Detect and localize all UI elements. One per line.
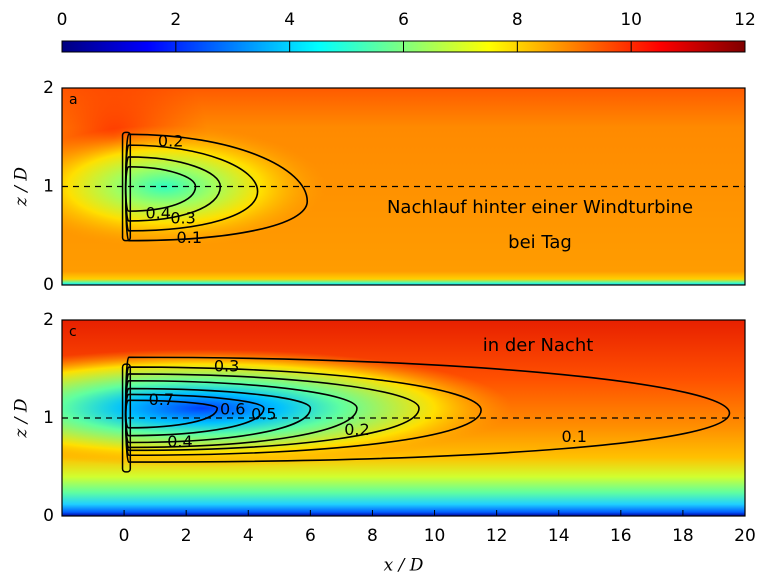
field: 0.1 0.2 0.30.4 bbox=[62, 88, 745, 285]
annotation: in der Nacht bbox=[483, 335, 594, 356]
contour-label: 0.1 bbox=[177, 228, 202, 247]
colorbar-tick-label: 12 bbox=[734, 10, 756, 30]
x-tick-label: 12 bbox=[486, 526, 508, 546]
y-tick-label: 0 bbox=[43, 506, 54, 526]
x-tick-label: 20 bbox=[734, 526, 756, 546]
contour-label: 0.2 bbox=[158, 132, 183, 151]
annotation: bei Tag bbox=[508, 232, 572, 253]
panel-label: c bbox=[69, 324, 77, 340]
colorbar-tick-label: 4 bbox=[284, 10, 295, 30]
y-tick-label: 1 bbox=[43, 408, 54, 428]
wake-field bbox=[62, 349, 513, 467]
contour-line bbox=[124, 165, 197, 212]
contour-label: 0.3 bbox=[214, 357, 239, 376]
y-axis-label: z / D bbox=[12, 167, 32, 207]
y-tick-label: 2 bbox=[43, 310, 54, 330]
contour-label: 0.3 bbox=[170, 209, 195, 228]
contour-line bbox=[124, 387, 312, 444]
x-tick-label: 14 bbox=[548, 526, 570, 546]
x-tick-label: 2 bbox=[181, 526, 192, 546]
contour-label: 0.5 bbox=[251, 405, 276, 424]
colorbar-tick-label: 0 bbox=[57, 10, 68, 30]
contour-label: 0.6 bbox=[220, 400, 245, 419]
colorbar-tick-label: 6 bbox=[398, 10, 409, 30]
x-tick-label: 6 bbox=[305, 526, 316, 546]
contour-label: 0.7 bbox=[149, 390, 174, 409]
x-tick-label: 0 bbox=[119, 526, 130, 546]
y-tick-label: 0 bbox=[43, 275, 54, 295]
x-tick-label: 18 bbox=[672, 526, 694, 546]
contour-label: 0.1 bbox=[562, 427, 587, 446]
panel-label: a bbox=[69, 92, 78, 108]
contour-line bbox=[124, 399, 219, 429]
y-axis-label: z / D bbox=[12, 398, 32, 438]
panel: 0.1 0.2 0.30.4 0 1 2 z / D a Nachlauf hinter ein… bbox=[12, 78, 746, 295]
contour-label: 0.4 bbox=[146, 204, 171, 223]
contour-line bbox=[124, 356, 731, 463]
annotation: Nachlauf hinter einer Windturbine bbox=[387, 197, 693, 218]
x-tick-label: 8 bbox=[367, 526, 378, 546]
colorbar-tick-label: 10 bbox=[620, 10, 642, 30]
colorbar-tick-label: 8 bbox=[512, 10, 523, 30]
y-tick-label: 2 bbox=[43, 78, 54, 98]
x-axis-label: x / D bbox=[384, 556, 424, 576]
x-tick-label: 10 bbox=[424, 526, 446, 546]
colorbar-tick-label: 2 bbox=[170, 10, 181, 30]
x-tick-label: 4 bbox=[243, 526, 254, 546]
y-tick-label: 1 bbox=[43, 177, 54, 197]
x-tick-label: 16 bbox=[610, 526, 632, 546]
